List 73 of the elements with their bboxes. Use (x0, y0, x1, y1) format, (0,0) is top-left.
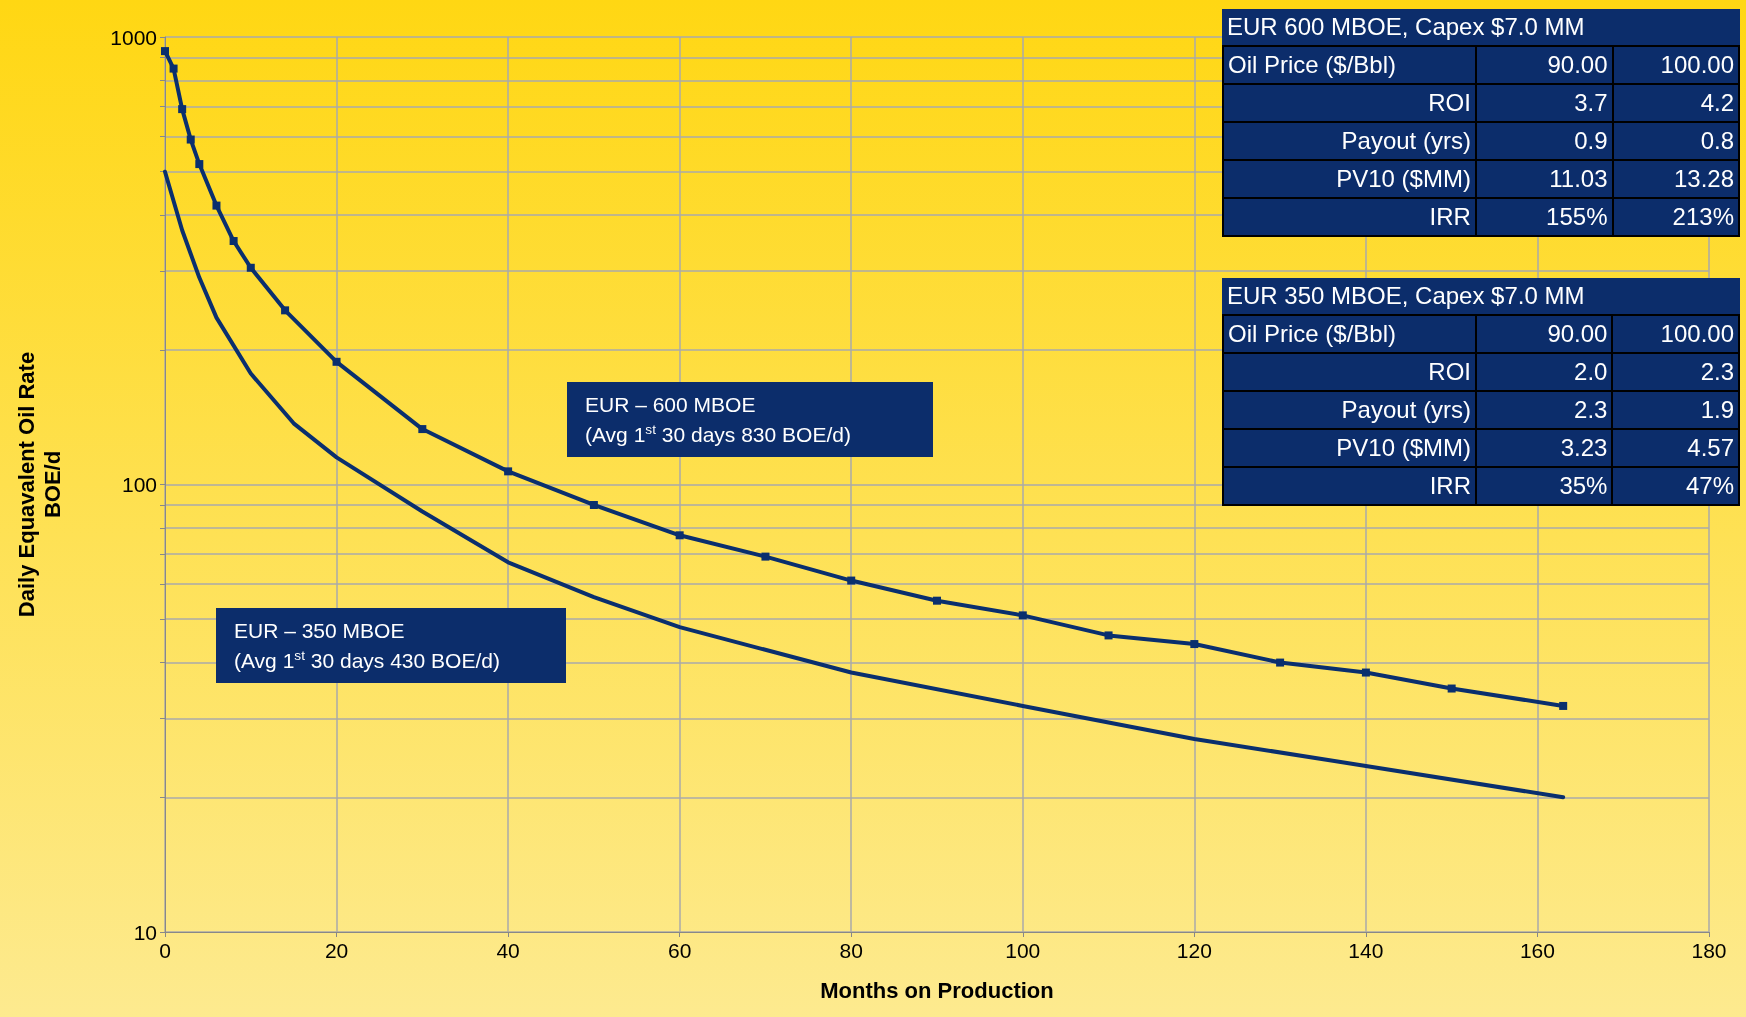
point (212, 201, 221, 210)
x-tick-label: 100 (1005, 939, 1041, 962)
annotation: 0.9 (1475, 122, 1613, 160)
point (1190, 640, 1199, 649)
annotation: Oil Price ($/Bbl) (1223, 315, 1476, 353)
y-tick-label: 100 (121, 473, 157, 496)
annotation: 0.8 (1612, 122, 1739, 160)
x-tick-label: 160 (1519, 939, 1555, 962)
point (195, 160, 204, 169)
annotation: 3.23 (1475, 429, 1613, 467)
x-tick-label: 140 (1348, 939, 1384, 962)
annotation: ROI (1223, 353, 1476, 391)
x-tick-label: 0 (159, 939, 171, 962)
x-tick-label: 80 (839, 939, 863, 962)
point (186, 135, 195, 144)
y-tick-label: 10 (133, 920, 157, 944)
point (1104, 631, 1113, 640)
point (169, 64, 178, 73)
annotation: PV10 ($MM) (1223, 429, 1476, 467)
annotation: Payout (yrs) (1223, 391, 1476, 429)
annotation: 2.3 (1475, 391, 1613, 429)
point (161, 47, 169, 56)
annotation: 4.57 (1612, 429, 1739, 467)
point (1018, 611, 1027, 620)
annotation: 155% (1475, 198, 1613, 236)
annotation: 90.00 (1475, 46, 1613, 84)
x-tick-label: 60 (667, 939, 692, 962)
annotation: 2.0 (1475, 353, 1613, 391)
annotation: ROI (1223, 84, 1476, 122)
x-tick-label: 120 (1176, 939, 1212, 962)
annotation: 13.28 (1612, 160, 1739, 198)
y-axis-title: Daily Equavalent Oil Rate BOE/d (13, 351, 65, 618)
point (281, 306, 290, 315)
annotation: 11.03 (1475, 160, 1613, 198)
label-box: EUR – 600 MBOE (Avg 1$^{st}$ 30 days 830 BOE/d) (567, 382, 933, 457)
annotation: EUR 350 MBOE, Capex $7.0 MM (1226, 281, 1586, 311)
annotation: Payout (yrs) (1223, 122, 1476, 160)
point (1361, 668, 1370, 677)
point (589, 500, 598, 509)
annotation: 35% (1475, 467, 1613, 505)
annotation: 100.00 (1612, 315, 1739, 353)
point (246, 263, 255, 272)
point (178, 105, 187, 114)
annotation: IRR (1223, 467, 1476, 505)
annotation: IRR (1223, 198, 1476, 236)
point (1559, 701, 1568, 710)
x-tick-label: 40 (496, 939, 520, 962)
point (675, 531, 684, 540)
point (761, 552, 770, 561)
point (1447, 684, 1456, 693)
point (1276, 658, 1285, 667)
annotation: PV10 ($MM) (1223, 160, 1476, 198)
x-tick-label: 20 (324, 939, 349, 962)
annotation: 100.00 (1612, 46, 1739, 84)
y-tick-label: 1000 (110, 25, 157, 49)
point (847, 576, 856, 585)
annotation: Oil Price ($/Bbl) (1223, 46, 1476, 84)
label-box: EUR – 350 MBOE (Avg 1$^{st}$ 30 days 430 BOE/d) (216, 608, 566, 683)
point (933, 596, 941, 605)
point (418, 425, 427, 434)
annotation: 213% (1612, 198, 1739, 236)
annotation: 1.9 (1612, 391, 1739, 429)
x-tick-label: 180 (1691, 939, 1727, 962)
point (229, 237, 238, 246)
annotation: 47% (1612, 467, 1739, 505)
x-axis-title: Months on Production (820, 977, 1054, 1003)
point (504, 467, 513, 476)
annotation: 3.7 (1475, 84, 1613, 122)
annotation: 90.00 (1475, 315, 1613, 353)
annotation: 4.2 (1612, 84, 1739, 122)
point (332, 357, 341, 366)
annotation: EUR 600 MBOE, Capex $7.0 MM (1226, 12, 1586, 42)
annotation: 2.3 (1612, 353, 1739, 391)
